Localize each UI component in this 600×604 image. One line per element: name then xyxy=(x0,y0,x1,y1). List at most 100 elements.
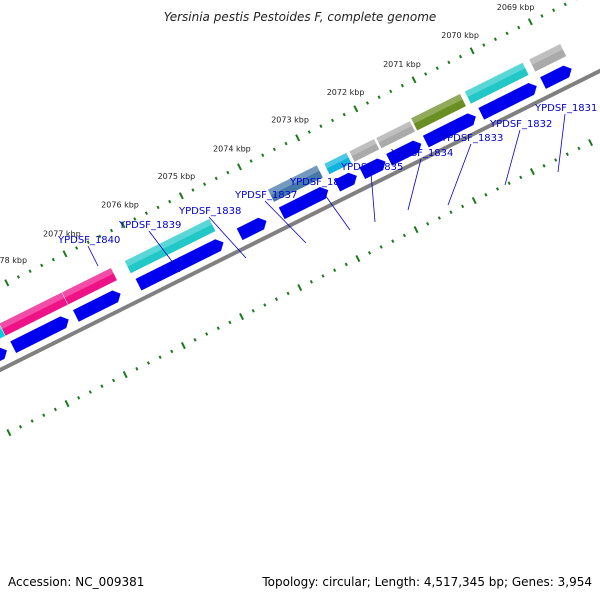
outer-tick-mark xyxy=(389,89,393,94)
kbp-tick-label: 2074 kbp xyxy=(213,145,251,154)
inner-tick-mark xyxy=(565,152,569,156)
inner-tick-mark xyxy=(158,355,162,360)
inner-tick-mark xyxy=(193,338,197,342)
feature-highlight xyxy=(324,152,349,169)
inner-tick-mark xyxy=(77,396,81,400)
inner-tick-mark xyxy=(64,400,70,408)
outer-tick-mark xyxy=(435,66,439,70)
feature-block xyxy=(375,120,416,149)
genome-summary-text: Topology: circular; Length: 4,517,345 bp… xyxy=(262,575,592,589)
outer-tick-mark xyxy=(214,176,218,181)
feature-highlight xyxy=(124,218,213,267)
outer-tick-mark xyxy=(62,250,68,258)
cds-arrow xyxy=(386,140,422,166)
inner-tick-mark xyxy=(309,280,313,284)
feature-block xyxy=(124,218,217,274)
outer-tick-mark xyxy=(156,205,160,210)
outer-tick-mark xyxy=(98,234,102,239)
outer-tick-mark xyxy=(517,25,521,30)
inner-tick-mark xyxy=(135,367,139,371)
outer-tick-mark xyxy=(133,217,137,221)
inner-tick-mark xyxy=(263,303,267,307)
gene-label: YPDSF_1833 xyxy=(440,133,503,144)
inner-tick-mark xyxy=(251,309,255,313)
inner-tick-mark xyxy=(180,342,186,350)
gene-label-leader xyxy=(407,158,422,211)
inner-tick-mark xyxy=(484,193,488,197)
inner-tick-mark xyxy=(519,175,523,180)
inner-tick-mark xyxy=(471,197,477,205)
outer-tick-mark xyxy=(203,182,207,186)
inner-tick-mark xyxy=(577,146,581,151)
outer-tick-mark xyxy=(51,257,55,262)
feature-highlight xyxy=(349,138,377,157)
cds-arrow xyxy=(72,290,121,322)
cds-arrow xyxy=(10,316,69,354)
inner-tick-mark xyxy=(333,268,337,272)
inner-tick-mark xyxy=(426,222,430,226)
inner-tick-mark xyxy=(274,297,279,301)
gene-label-leader xyxy=(319,187,351,231)
outer-tick-mark xyxy=(330,118,335,123)
feature-highlight xyxy=(410,93,463,124)
feature-block xyxy=(0,324,6,339)
cds-arrow xyxy=(278,187,329,220)
outer-tick-mark xyxy=(319,124,323,128)
gene-label: YPDSF_1834 xyxy=(390,148,453,159)
inner-tick-mark xyxy=(239,313,245,321)
inner-tick-mark xyxy=(228,320,232,325)
inner-tick-mark xyxy=(112,378,116,383)
inner-tick-mark xyxy=(449,210,453,214)
inner-tick-mark xyxy=(18,425,23,429)
kbp-tick-label: 2069 kbp xyxy=(497,3,535,12)
kbp-tick-label: 2071 kbp xyxy=(383,60,421,69)
outer-tick-mark xyxy=(75,246,79,250)
backbone-line xyxy=(0,68,600,373)
outer-tick-mark xyxy=(493,37,498,41)
gene-label: YPDSF_1831 xyxy=(534,103,597,114)
inner-tick-mark xyxy=(30,419,34,423)
kbp-tick-label: 2073 kbp xyxy=(271,116,309,125)
gene-label-leader xyxy=(557,113,566,173)
gene-label: YPDSF_1832 xyxy=(489,119,552,130)
outer-tick-mark xyxy=(482,43,486,47)
inner-tick-mark xyxy=(391,239,395,243)
outer-tick-mark xyxy=(120,221,126,229)
gene-label-leader xyxy=(208,216,247,259)
feature-block xyxy=(323,152,353,175)
outer-tick-mark xyxy=(469,47,475,55)
outer-tick-mark xyxy=(272,147,276,152)
outer-tick-mark xyxy=(505,31,509,36)
inner-tick-mark xyxy=(529,168,535,176)
inner-tick-mark xyxy=(344,262,348,267)
gene-label-leader xyxy=(148,230,181,273)
feature-block xyxy=(528,43,567,73)
kbp-tick-label: 2070 kbp xyxy=(441,31,479,40)
inner-tick-mark xyxy=(495,187,500,191)
inner-tick-mark xyxy=(146,361,151,365)
cds-arrow xyxy=(422,113,476,148)
cds-arrow xyxy=(236,217,267,241)
inner-tick-mark xyxy=(170,349,174,354)
kbp-tick-label: 2075 kbp xyxy=(158,172,196,181)
gene-label-leader xyxy=(87,245,99,267)
feature-highlight xyxy=(267,165,320,196)
gene-label: YPDSF_1837 xyxy=(234,190,297,201)
inner-tick-mark xyxy=(88,390,92,394)
inner-tick-mark xyxy=(205,332,209,336)
cds-arrow xyxy=(478,83,537,120)
outer-tick-mark xyxy=(307,130,311,134)
feature-highlight xyxy=(375,120,413,143)
feature-highlight xyxy=(528,43,564,65)
gene-label-leader xyxy=(447,143,472,206)
inner-tick-mark xyxy=(588,139,594,147)
outer-tick-mark xyxy=(86,240,90,244)
outer-tick-mark xyxy=(365,101,370,105)
inner-tick-mark xyxy=(461,204,465,209)
inner-tick-mark xyxy=(542,164,546,168)
map-title: Yersinia pestis Pestoides F, complete ge… xyxy=(163,10,437,24)
feature-highlight xyxy=(61,267,114,298)
inner-tick-mark xyxy=(286,291,290,296)
